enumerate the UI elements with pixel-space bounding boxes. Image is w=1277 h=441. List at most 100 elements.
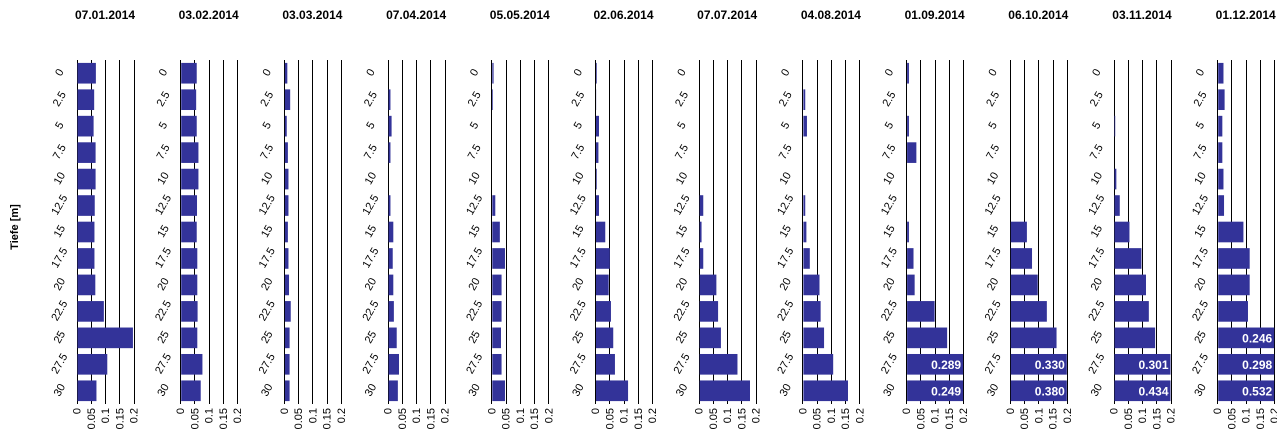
data-label: 0.434 xyxy=(1138,384,1168,398)
depth-tick-label: 2.5 xyxy=(673,90,691,109)
bar xyxy=(907,221,909,243)
x-tick-label: 0.2 xyxy=(854,408,866,423)
bar xyxy=(596,221,606,243)
depth-tick-label: 22.5 xyxy=(464,299,485,324)
panel-03.11.2014: 03.11.2014 0.301 0.434 0 2.5 5 7.5 10 12.5 15 17.5… xyxy=(1086,8,1177,429)
bar xyxy=(77,327,133,349)
x-tick-label: 0.2 xyxy=(129,408,141,423)
depth-tick-label: 12.5 xyxy=(983,193,1004,218)
bar xyxy=(388,353,399,375)
depth-tick-label: 12.5 xyxy=(153,193,174,218)
depth-tick-label: 25 xyxy=(155,329,172,346)
depth-tick-label: 15 xyxy=(1089,223,1106,240)
data-label: 0.289 xyxy=(931,358,961,372)
depth-tick-label: 0 xyxy=(986,67,999,78)
x-tick-label: 0 xyxy=(590,408,602,414)
x-tick-label: 0 xyxy=(175,408,187,414)
x-tick-label: 0.15 xyxy=(633,408,645,429)
x-tick-label: 0.2 xyxy=(543,408,555,423)
data-label: 0.380 xyxy=(1035,384,1065,398)
depth-tick-label: 27.5 xyxy=(775,352,796,377)
bar xyxy=(907,327,948,349)
bar xyxy=(907,115,909,137)
x-tick-label: 0 xyxy=(486,408,498,414)
depth-tick-label: 27.5 xyxy=(360,352,381,377)
depth-tick-label: 10 xyxy=(881,170,898,187)
depth-tick-label: 27.5 xyxy=(983,352,1004,377)
bar xyxy=(596,168,597,190)
bar xyxy=(596,353,615,375)
x-tick-label: 0.05 xyxy=(1123,408,1135,429)
depth-tick-label: 20 xyxy=(52,276,69,293)
x-tick-label: 0.1 xyxy=(204,408,216,423)
panel-07.01.2014: 07.01.2014 0 2.5 5 7.5 10 12.5 15 17.5 20 22.5 25 27… xyxy=(49,8,140,429)
depth-tick-label: 0 xyxy=(468,67,481,78)
depth-tick-label: 25 xyxy=(52,329,69,346)
bar xyxy=(1010,221,1027,243)
bar xyxy=(1218,62,1224,84)
depth-tick-label: 25 xyxy=(570,329,587,346)
depth-tick-label: 30 xyxy=(155,382,172,399)
depth-tick-label: 30 xyxy=(570,382,587,399)
bar xyxy=(1114,248,1142,269)
bar xyxy=(1010,380,1067,402)
depth-tick-label: 0 xyxy=(572,67,585,78)
y-axis-label: Tiefe [m] xyxy=(9,204,21,250)
x-tick-label: 0.2 xyxy=(1062,408,1074,423)
bar xyxy=(1114,195,1120,216)
depth-tick-label: 27.5 xyxy=(49,352,70,377)
panel-01.09.2014: 01.09.2014 0.289 0.249 0 2.5 5 7.5 10 12.5 15 17.5… xyxy=(879,8,970,429)
bar xyxy=(492,248,505,269)
bar xyxy=(803,327,825,349)
bar xyxy=(699,195,704,216)
panel-title: 03.02.2014 xyxy=(179,8,239,22)
x-tick-label: 0 xyxy=(72,408,84,414)
depth-tick-label: 17.5 xyxy=(360,246,381,271)
depth-tick-label: 25 xyxy=(985,329,1002,346)
bar xyxy=(1114,380,1171,402)
bar xyxy=(596,274,609,296)
depth-tick-label: 30 xyxy=(674,382,691,399)
x-tick-label: 0.05 xyxy=(1226,408,1238,429)
bar xyxy=(1218,142,1223,163)
depth-tick-label: 17.5 xyxy=(879,246,900,271)
depth-tick-label: 7.5 xyxy=(569,142,587,161)
bar xyxy=(388,248,393,269)
bar xyxy=(388,380,398,402)
bar xyxy=(77,195,95,216)
depth-tick-label: 27.5 xyxy=(672,352,693,377)
bar xyxy=(284,248,289,269)
panel-title: 07.07.2014 xyxy=(697,8,757,22)
bar xyxy=(907,248,914,269)
bar xyxy=(596,301,611,322)
depth-tick-label: 17.5 xyxy=(257,246,278,271)
depth-tick-label: 2.5 xyxy=(258,90,276,109)
data-label: 0.301 xyxy=(1138,358,1168,372)
depth-tick-label: 5 xyxy=(1090,120,1103,131)
depth-tick-label: 30 xyxy=(259,382,276,399)
bar xyxy=(596,248,610,269)
x-tick-label: 0 xyxy=(1109,408,1121,414)
x-tick-label: 0.1 xyxy=(307,408,319,423)
depth-tick-label: 15 xyxy=(155,223,172,240)
bar xyxy=(492,89,494,111)
bar xyxy=(284,89,291,111)
bar xyxy=(181,327,198,349)
depth-tick-label: 2.5 xyxy=(880,90,898,109)
panel-03.02.2014: 03.02.2014 0 2.5 5 7.5 10 12.5 15 17.5 20 22.5 25 27… xyxy=(153,8,244,429)
depth-tick-label: 7.5 xyxy=(155,142,173,161)
bar xyxy=(907,274,915,296)
bar xyxy=(907,301,935,322)
depth-tick-label: 0 xyxy=(1194,67,1207,78)
depth-tick-label: 27.5 xyxy=(1086,352,1107,377)
bar xyxy=(1010,274,1038,296)
depth-tick-label: 5 xyxy=(261,120,274,131)
depth-tick-label: 5 xyxy=(53,120,66,131)
depth-tick-label: 22.5 xyxy=(257,299,278,324)
depth-tick-label: 10 xyxy=(985,170,1002,187)
bar xyxy=(1218,195,1225,216)
depth-tick-label: 2.5 xyxy=(1192,90,1210,109)
panel-02.06.2014: 02.06.2014 0 2.5 5 7.5 10 12.5 15 17.5 20 22.5 25 27… xyxy=(568,8,659,429)
x-tick-label: 0.05 xyxy=(189,408,201,429)
x-tick-label: 0.05 xyxy=(501,408,513,429)
